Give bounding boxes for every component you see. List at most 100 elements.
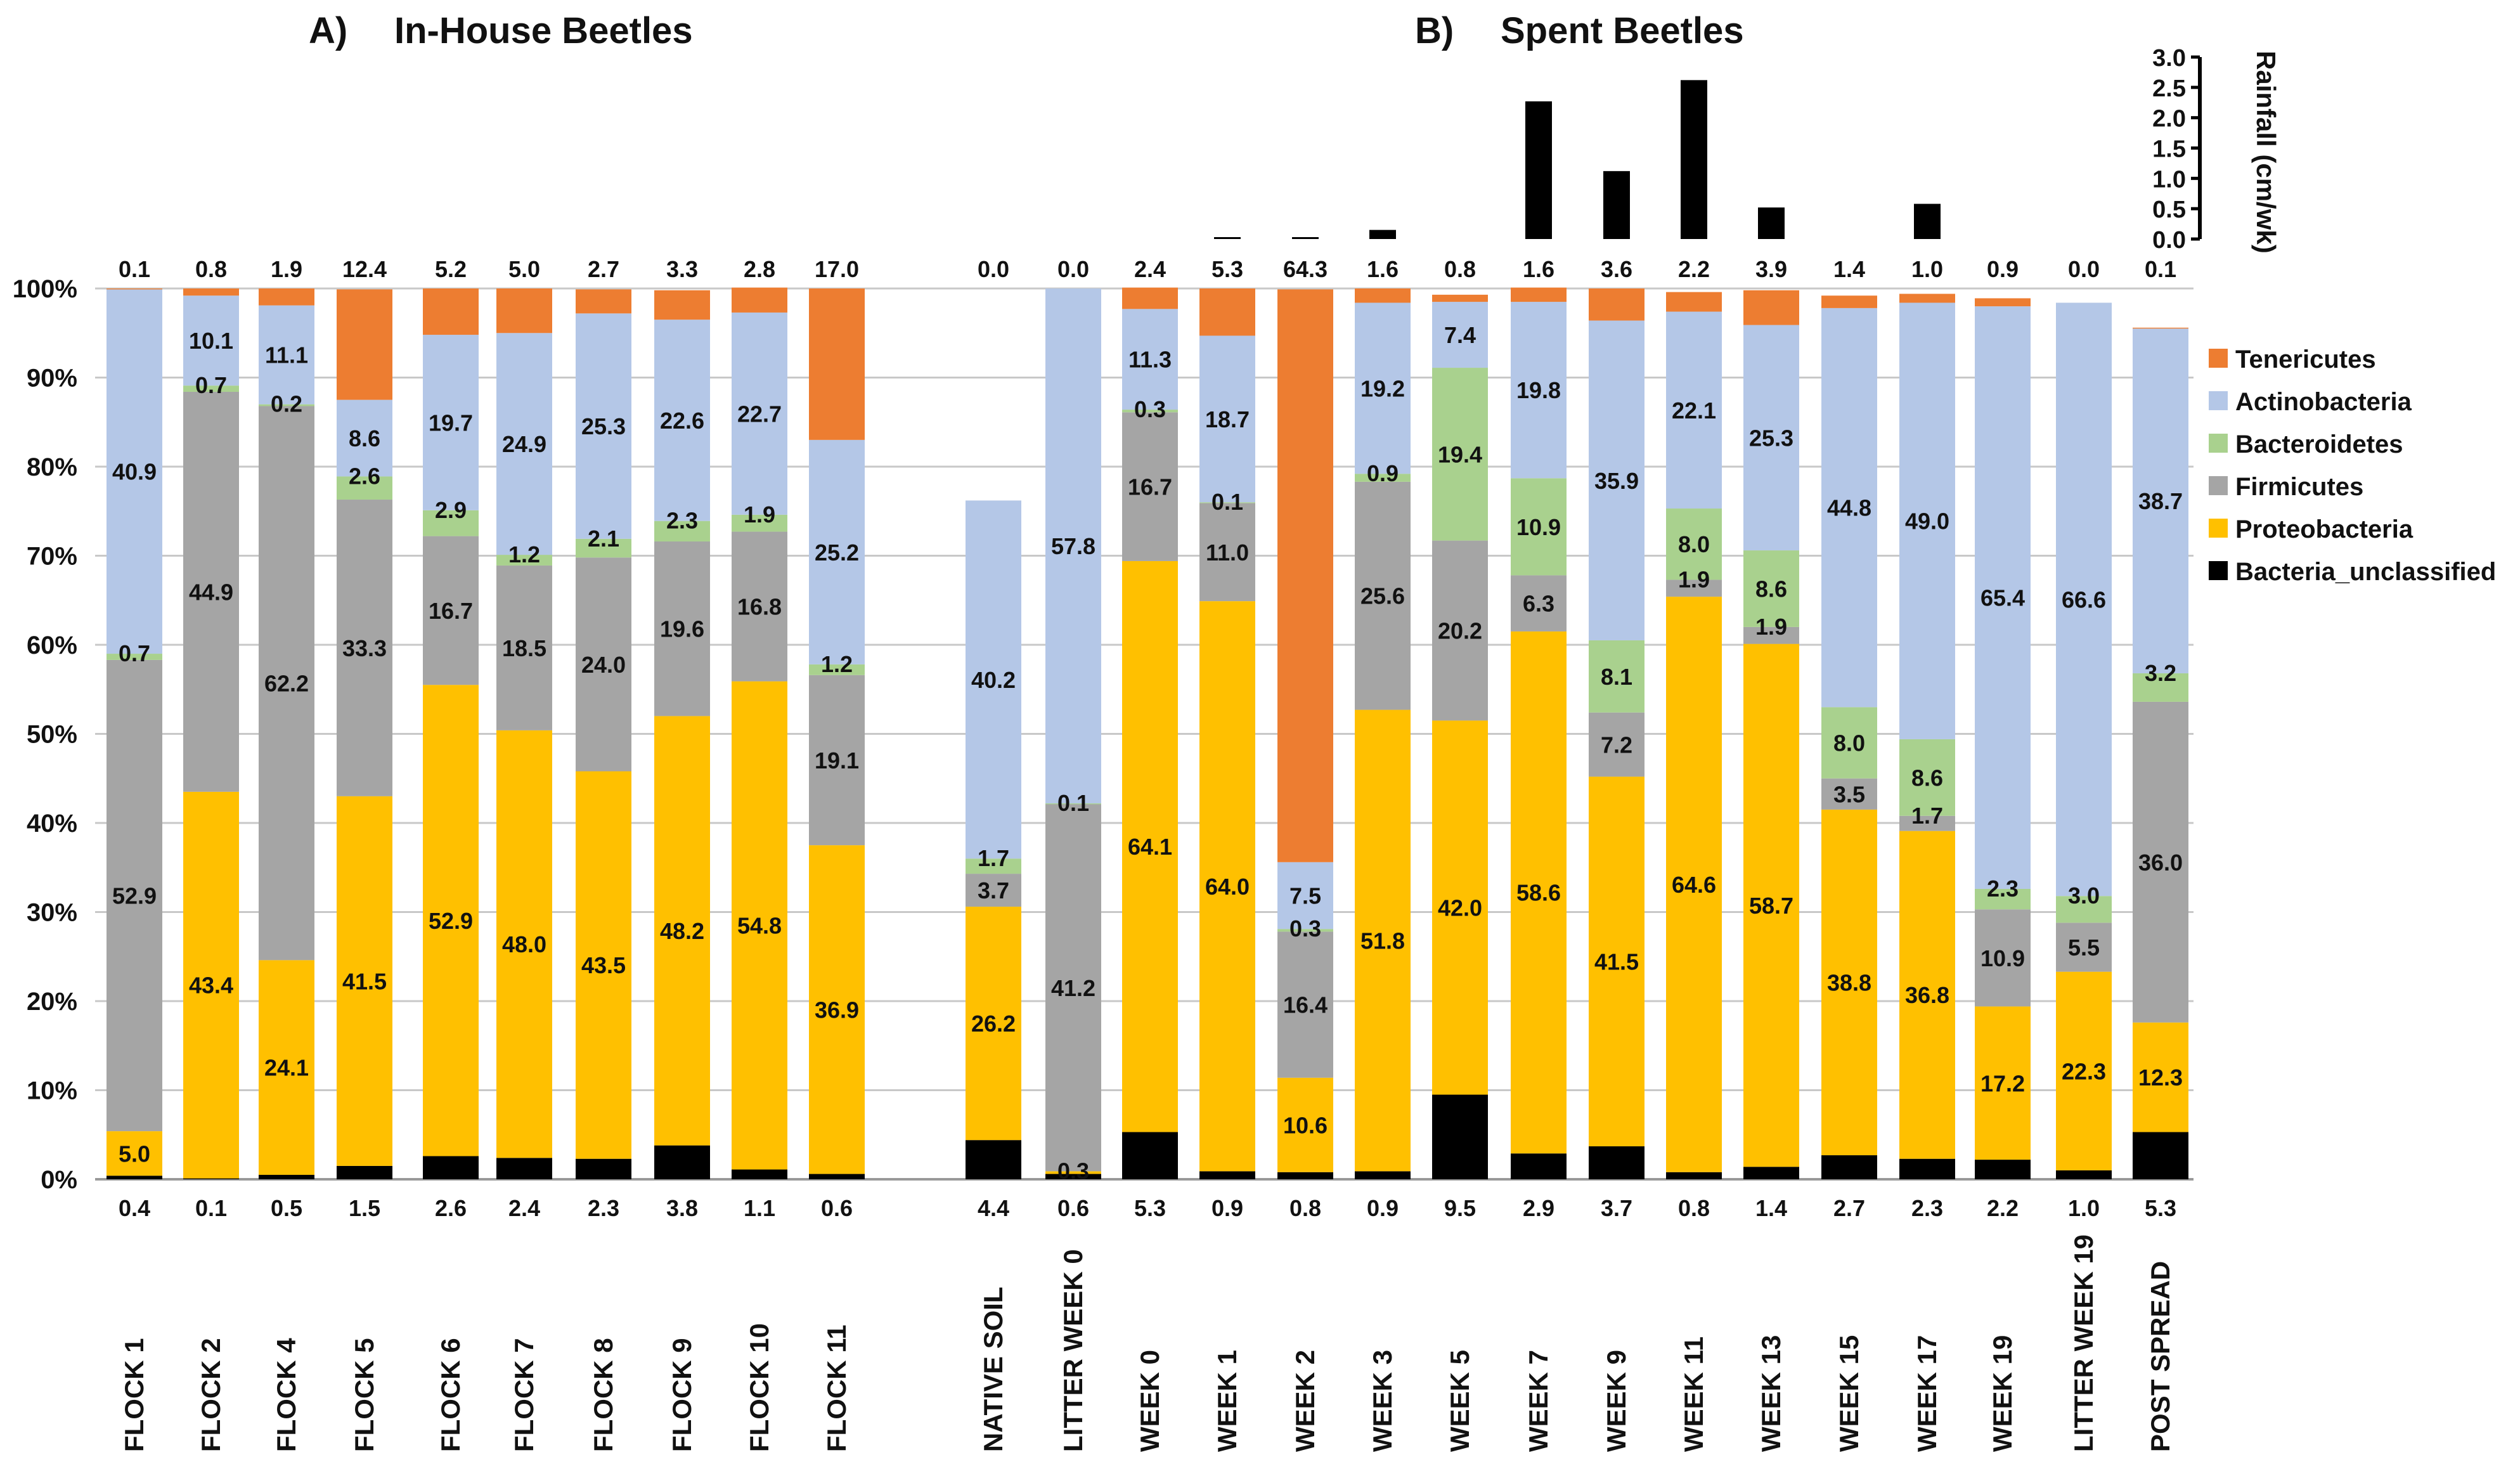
- data-label: 1.9: [1755, 614, 1787, 640]
- bar-segment-actinobacteria: [1277, 862, 1333, 929]
- bar-segment-bacteria-unclassified: [1277, 1172, 1333, 1179]
- bar-segment-firmicutes: [809, 675, 865, 846]
- data-label: 12.3: [2138, 1065, 2183, 1091]
- y-tick-label: 90%: [27, 365, 77, 392]
- rainfall-tick-label: 2.0: [2152, 106, 2186, 133]
- bar-segment-tenericutes: [1975, 298, 2031, 307]
- bar-segment-firmicutes: [654, 541, 710, 716]
- data-label: 0.9: [1987, 256, 2019, 282]
- rainfall-bar: [1914, 204, 1941, 239]
- data-label: 41.5: [1594, 948, 1639, 974]
- bar-segment-firmicutes: [732, 531, 787, 682]
- x-category-label: WEEK 7: [1523, 1350, 1553, 1452]
- data-label: 42.0: [1438, 895, 1482, 921]
- bar-segment-firmicutes: [183, 391, 239, 792]
- bar-segment-bacteroidetes: [654, 521, 710, 542]
- data-label: 1.0: [2068, 1195, 2100, 1221]
- data-label: 38.8: [1827, 969, 1871, 995]
- data-label: 2.3: [1987, 876, 2019, 902]
- bar-segment-firmicutes: [2133, 701, 2188, 1023]
- bar-segment-tenericutes: [1821, 295, 1877, 308]
- bar-segment-bacteria-unclassified: [496, 1158, 552, 1179]
- data-label: 1.9: [744, 502, 775, 528]
- rainfall-tick-label: 3.0: [2152, 45, 2186, 72]
- data-label: 16.7: [1128, 474, 1172, 500]
- bar-segment-proteobacteria: [576, 771, 631, 1159]
- bar-segment-tenericutes: [1277, 289, 1333, 862]
- bar-segment-actinobacteria: [1355, 302, 1411, 474]
- data-label: 52.9: [429, 908, 473, 934]
- bar-segment-proteobacteria: [496, 730, 552, 1158]
- bar-segment-tenericutes: [1589, 288, 1644, 321]
- bar-segment-bacteria-unclassified: [1743, 1167, 1799, 1179]
- data-label: 1.2: [508, 541, 540, 567]
- data-label: 22.3: [2062, 1058, 2106, 1084]
- data-label: 26.2: [971, 1011, 1016, 1037]
- bar-segment-actinobacteria: [1899, 302, 1955, 739]
- data-label: 58.6: [1516, 880, 1561, 906]
- data-label: 24.1: [264, 1055, 309, 1081]
- bar-segment-proteobacteria: [1975, 1006, 2031, 1160]
- data-label: 44.9: [189, 579, 233, 605]
- bar-segment-tenericutes: [107, 288, 162, 290]
- data-label: 1.2: [821, 651, 853, 677]
- panel-titles: A) In-House Beetles B) Spent Beetles: [309, 10, 1744, 51]
- x-category-label: WEEK 1: [1212, 1350, 1242, 1452]
- data-label: 7.5: [1289, 883, 1321, 909]
- x-category-label: FLOCK 2: [196, 1338, 226, 1452]
- data-label: 2.9: [435, 497, 467, 523]
- bar-segment-bacteria-unclassified: [337, 1165, 392, 1179]
- bar-segment-bacteroidetes: [966, 858, 1021, 874]
- bar-segment-tenericutes: [1122, 287, 1178, 309]
- x-category-label: FLOCK 9: [667, 1338, 697, 1452]
- data-label: 62.2: [264, 670, 309, 696]
- data-label: 5.0: [119, 1141, 150, 1167]
- data-label: 3.7: [978, 877, 1009, 903]
- panel-b-letter: B): [1415, 10, 1454, 51]
- legend-label: Proteobacteria: [2235, 515, 2413, 543]
- data-label: 8.0: [1833, 730, 1865, 756]
- data-label: 0.9: [1367, 1195, 1399, 1221]
- bar-segment-tenericutes: [809, 288, 865, 440]
- bar-segment-proteobacteria: [1821, 809, 1877, 1156]
- bar-segment-proteobacteria: [1122, 560, 1178, 1132]
- data-label: 25.2: [815, 540, 859, 566]
- bar-segment-bacteroidetes: [809, 664, 865, 675]
- bar-segment-actinobacteria: [1199, 335, 1255, 503]
- data-label: 25.6: [1360, 583, 1405, 609]
- bar-segment-tenericutes: [1899, 294, 1955, 303]
- bar-segment-tenericutes: [183, 288, 239, 296]
- data-label: 54.8: [737, 913, 782, 939]
- bar-segment-bacteria-unclassified: [1199, 1171, 1255, 1179]
- data-label: 6.3: [1523, 591, 1554, 617]
- data-label: 38.7: [2138, 488, 2183, 514]
- bar-segment-actinobacteria: [337, 399, 392, 477]
- data-label: 0.8: [195, 256, 227, 282]
- legend-label: Tenericutes: [2235, 346, 2376, 373]
- bar-segment-proteobacteria: [809, 845, 865, 1174]
- data-label: 0.7: [119, 640, 150, 666]
- data-label: 24.9: [502, 431, 546, 457]
- data-label: 2.3: [588, 1195, 619, 1221]
- data-label: 0.0: [1057, 256, 1089, 282]
- bar-segment-bacteroidetes: [1589, 640, 1644, 713]
- bar-segment-actinobacteria: [496, 333, 552, 555]
- bar-segment-tenericutes: [1199, 288, 1255, 336]
- bar-segment-bacteria-unclassified: [1432, 1094, 1488, 1179]
- data-label: 48.2: [660, 918, 704, 944]
- bar-segment-actinobacteria: [183, 295, 239, 386]
- data-label: 22.1: [1672, 398, 1716, 424]
- data-label: 1.4: [1755, 1195, 1787, 1221]
- data-label: 40.2: [971, 667, 1016, 693]
- data-label: 5.3: [1134, 1195, 1166, 1221]
- data-label: 2.6: [349, 463, 380, 489]
- bar-segment-bacteria-unclassified: [107, 1175, 162, 1179]
- data-label: 3.2: [2145, 660, 2176, 686]
- x-category-label: WEEK 9: [1601, 1350, 1631, 1452]
- bar-segment-tenericutes: [576, 289, 631, 314]
- legend-label: Bacteria_unclassified: [2235, 558, 2496, 586]
- data-label: 57.8: [1051, 533, 1095, 559]
- bar-segment-tenericutes: [496, 288, 552, 333]
- data-label: 0.1: [2145, 256, 2176, 282]
- bar-segment-bacteroidetes: [1355, 474, 1411, 482]
